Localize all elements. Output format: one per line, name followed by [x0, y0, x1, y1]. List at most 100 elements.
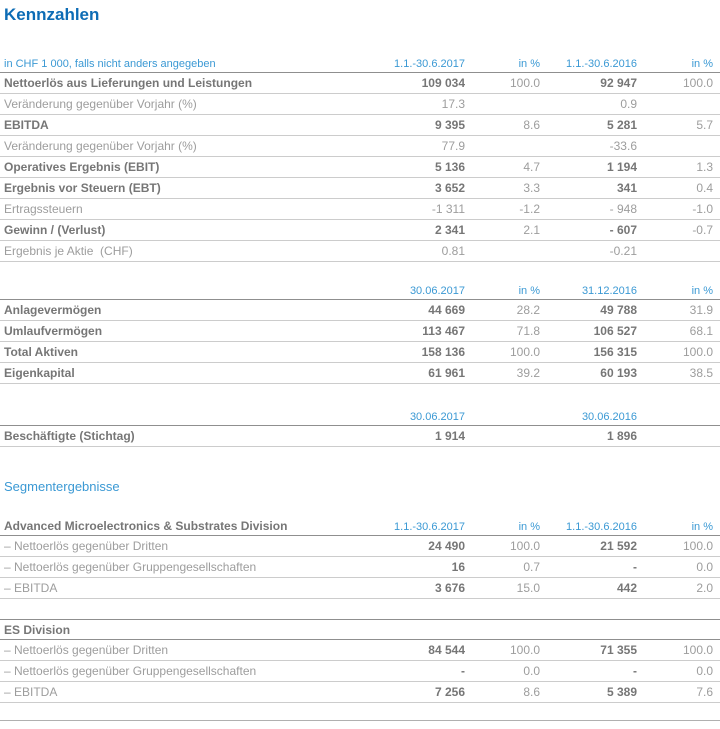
row-label: Total Aktiven [4, 345, 79, 359]
value-cell: 24 490 [428, 539, 465, 553]
section-heading: Segmentergebnisse [4, 479, 120, 494]
value-cell: 71 355 [600, 643, 637, 657]
row-label: – EBITDA [4, 581, 58, 595]
row-label: EBITDA [4, 118, 49, 132]
column-header: 1.1.-30.6.2017 [394, 521, 465, 533]
table-income: in CHF 1 000, falls nicht anders angegeb… [0, 56, 720, 262]
table-row: Ertragssteuern -1 311 -1.2 - 948 -1.0 [0, 199, 720, 220]
column-header: 30.06.2017 [409, 411, 465, 423]
percent-cell: 68.1 [689, 324, 713, 338]
table-row: Umlaufvermögen 113 467 71.8 106 527 68.1 [0, 321, 720, 342]
value-cell: 1 896 [606, 429, 637, 443]
percent-cell: 100.0 [509, 643, 540, 657]
value-cell: 7 256 [434, 685, 465, 699]
percent-cell: 0.7 [523, 560, 540, 574]
row-label: Gewinn / (Verlust) [4, 223, 106, 237]
table-row: – Nettoerlös gegenüber Dritten 24 490 100.… [0, 536, 720, 557]
percent-cell: 2.1 [523, 223, 540, 237]
table-title: Advanced Microelectronics & Substrates D… [4, 519, 288, 533]
table-row: Anlagevermögen 44 669 28.2 49 788 31.9 [0, 300, 720, 321]
row-label: Ertragssteuern [4, 202, 83, 216]
value-cell: 5 281 [606, 118, 637, 132]
value-cell: -1 311 [431, 202, 465, 216]
value-cell: - [461, 664, 465, 678]
column-header: 1.1.-30.6.2017 [394, 58, 465, 70]
value-cell: -33.6 [609, 139, 637, 153]
column-header: in % [518, 521, 540, 533]
table-row: Veränderung gegenüber Vorjahr (%) 77.9 -33… [0, 136, 720, 157]
column-header: 1.1.-30.6.2016 [566, 58, 637, 70]
percent-cell: 3.3 [523, 181, 540, 195]
percent-cell: 8.6 [523, 118, 540, 132]
table-row: – Nettoerlös gegenüber Dritten 84 544 100.… [0, 640, 720, 661]
row-label: Anlagevermögen [4, 303, 102, 317]
value-cell: 5 389 [606, 685, 637, 699]
value-cell: 3 676 [434, 581, 465, 595]
percent-cell: 8.6 [523, 685, 540, 699]
row-label: Umlaufvermögen [4, 324, 103, 338]
table-header-row: 30.06.2017 30.06.2016 [0, 409, 720, 426]
value-cell: - [633, 560, 637, 574]
percent-cell: 0.0 [523, 664, 540, 678]
value-cell: 17.3 [441, 97, 465, 111]
row-label: – Nettoerlös gegenüber Gruppengesellscha… [4, 664, 257, 678]
table-row: Veränderung gegenüber Vorjahr (%) 17.3 0.9 [0, 94, 720, 115]
table-row: Beschäftigte (Stichtag) 1 914 1 896 [0, 426, 720, 447]
row-label: Nettoerlös aus Lieferungen und Leistunge… [4, 76, 253, 90]
row-label: – EBITDA [4, 685, 58, 699]
value-cell: 3 652 [434, 181, 465, 195]
percent-cell: 100.0 [682, 76, 713, 90]
row-label: – Nettoerlös gegenüber Dritten [4, 643, 169, 657]
value-cell: 2 341 [434, 223, 465, 237]
value-cell: 113 467 [422, 324, 465, 338]
row-label: Operatives Ergebnis (EBIT) [4, 160, 160, 174]
value-cell: 16 [451, 560, 465, 574]
value-cell: 84 544 [428, 643, 465, 657]
value-cell: 1 194 [606, 160, 637, 174]
table-row: – EBITDA 3 676 15.0 442 2.0 [0, 578, 720, 599]
percent-cell: 4.7 [523, 160, 540, 174]
value-cell: 77.9 [441, 139, 465, 153]
row-label: – Nettoerlös gegenüber Gruppengesellscha… [4, 560, 257, 574]
percent-cell: 7.6 [696, 685, 713, 699]
table-row: Gewinn / (Verlust) 2 341 2.1 - 607 -0.7 [0, 220, 720, 241]
table-row: Operatives Ergebnis (EBIT) 5 136 4.7 1 194 1… [0, 157, 720, 178]
row-label: Ergebnis je Aktie (CHF) [4, 244, 133, 258]
row-label: Veränderung gegenüber Vorjahr (%) [4, 139, 197, 153]
percent-cell: 28.2 [516, 303, 540, 317]
table-row: Total Aktiven 158 136 100.0 156 315 100.0 [0, 342, 720, 363]
row-label: Veränderung gegenüber Vorjahr (%) [4, 97, 197, 111]
value-cell: 341 [616, 181, 637, 195]
percent-cell: 100.0 [682, 539, 713, 553]
value-cell: 0.81 [441, 244, 465, 258]
value-cell: 61 961 [428, 366, 465, 380]
table-header-row: Advanced Microelectronics & Substrates D… [0, 517, 720, 536]
percent-cell: 0.4 [696, 181, 713, 195]
percent-cell: 100.0 [682, 643, 713, 657]
column-header: 1.1.-30.6.2016 [566, 521, 637, 533]
column-header: in % [691, 521, 713, 533]
percent-cell: 15.0 [516, 581, 540, 595]
value-cell: - 607 [609, 223, 637, 237]
table-note: in CHF 1 000, falls nicht anders angegeb… [4, 58, 216, 70]
table-row: Ergebnis je Aktie (CHF) 0.81 -0.21 [0, 241, 720, 262]
bottom-divider [0, 720, 720, 721]
table-header-row: ES Division [0, 619, 720, 640]
percent-cell: 100.0 [509, 345, 540, 359]
table-row: Eigenkapital 61 961 39.2 60 193 38.5 [0, 363, 720, 384]
percent-cell: 71.8 [516, 324, 540, 338]
value-cell: 156 315 [593, 345, 637, 359]
table-row: – Nettoerlös gegenüber Gruppengesellscha… [0, 661, 720, 682]
value-cell: - [633, 664, 637, 678]
percent-cell: 0.0 [696, 664, 713, 678]
column-header: in % [691, 58, 713, 70]
value-cell: 9 395 [434, 118, 465, 132]
value-cell: 442 [616, 581, 637, 595]
table-balance: 30.06.2017 in % 31.12.2016 in % Anlagevermög… [0, 283, 720, 384]
value-cell: 44 669 [428, 303, 465, 317]
column-header: 30.06.2016 [581, 411, 637, 423]
column-header: in % [518, 58, 540, 70]
table-title: ES Division [4, 623, 71, 637]
percent-cell: 100.0 [509, 539, 540, 553]
